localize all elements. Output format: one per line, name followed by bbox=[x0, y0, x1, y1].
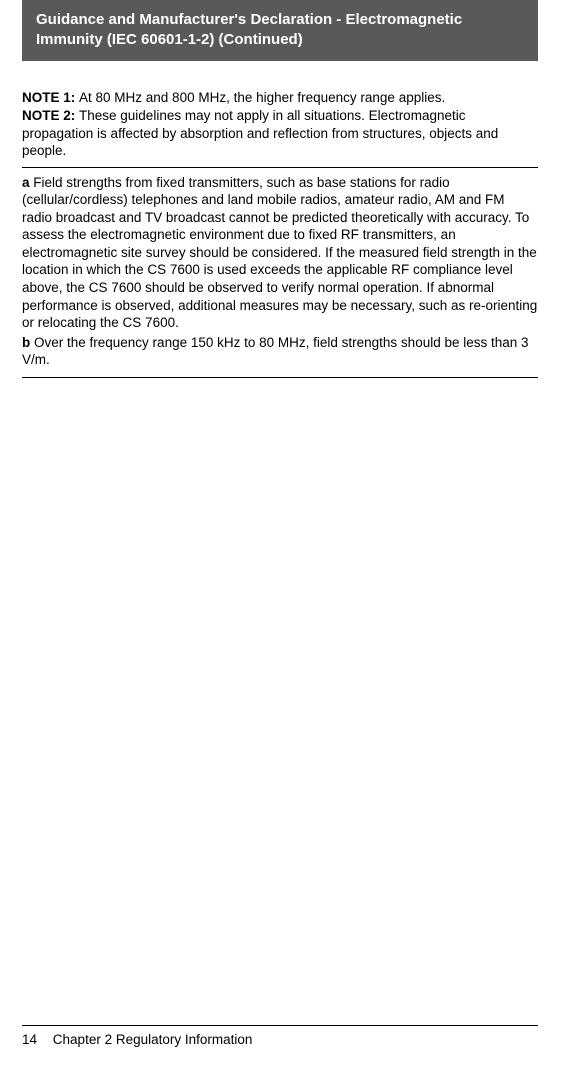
footnote-a-label: a bbox=[22, 175, 33, 190]
page-footer: 14 Chapter 2 Regulatory Information bbox=[0, 1025, 566, 1047]
note-2-label: NOTE 2: bbox=[22, 108, 79, 123]
chapter-label: Chapter 2 Regulatory Information bbox=[53, 1032, 253, 1047]
note-1-label: NOTE 1: bbox=[22, 90, 79, 105]
note-2: NOTE 2: These guidelines may not apply i… bbox=[22, 107, 538, 160]
note-1-text: At 80 MHz and 800 MHz, the higher freque… bbox=[79, 90, 445, 105]
footnote-b: b Over the frequency range 150 kHz to 80… bbox=[22, 334, 538, 369]
footnote-a: a Field strengths from fixed transmitter… bbox=[22, 174, 538, 332]
footnote-b-label: b bbox=[22, 335, 34, 350]
footer-text: 14 Chapter 2 Regulatory Information bbox=[22, 1032, 538, 1047]
footnotes-section: a Field strengths from fixed transmitter… bbox=[22, 174, 538, 378]
notes-section: NOTE 1: At 80 MHz and 800 MHz, the highe… bbox=[22, 89, 538, 168]
content-area: NOTE 1: At 80 MHz and 800 MHz, the highe… bbox=[0, 61, 566, 378]
note-1: NOTE 1: At 80 MHz and 800 MHz, the highe… bbox=[22, 89, 538, 107]
footnote-b-text: Over the frequency range 150 kHz to 80 M… bbox=[22, 335, 529, 368]
footnote-a-text: Field strengths from fixed transmitters,… bbox=[22, 175, 537, 330]
section-title: Guidance and Manufacturer's Declaration … bbox=[36, 11, 462, 48]
footer-rule bbox=[22, 1025, 538, 1026]
page: Guidance and Manufacturer's Declaration … bbox=[0, 0, 566, 1065]
page-number: 14 bbox=[22, 1032, 37, 1047]
note-2-text: These guidelines may not apply in all si… bbox=[22, 108, 498, 158]
section-header: Guidance and Manufacturer's Declaration … bbox=[22, 0, 538, 61]
